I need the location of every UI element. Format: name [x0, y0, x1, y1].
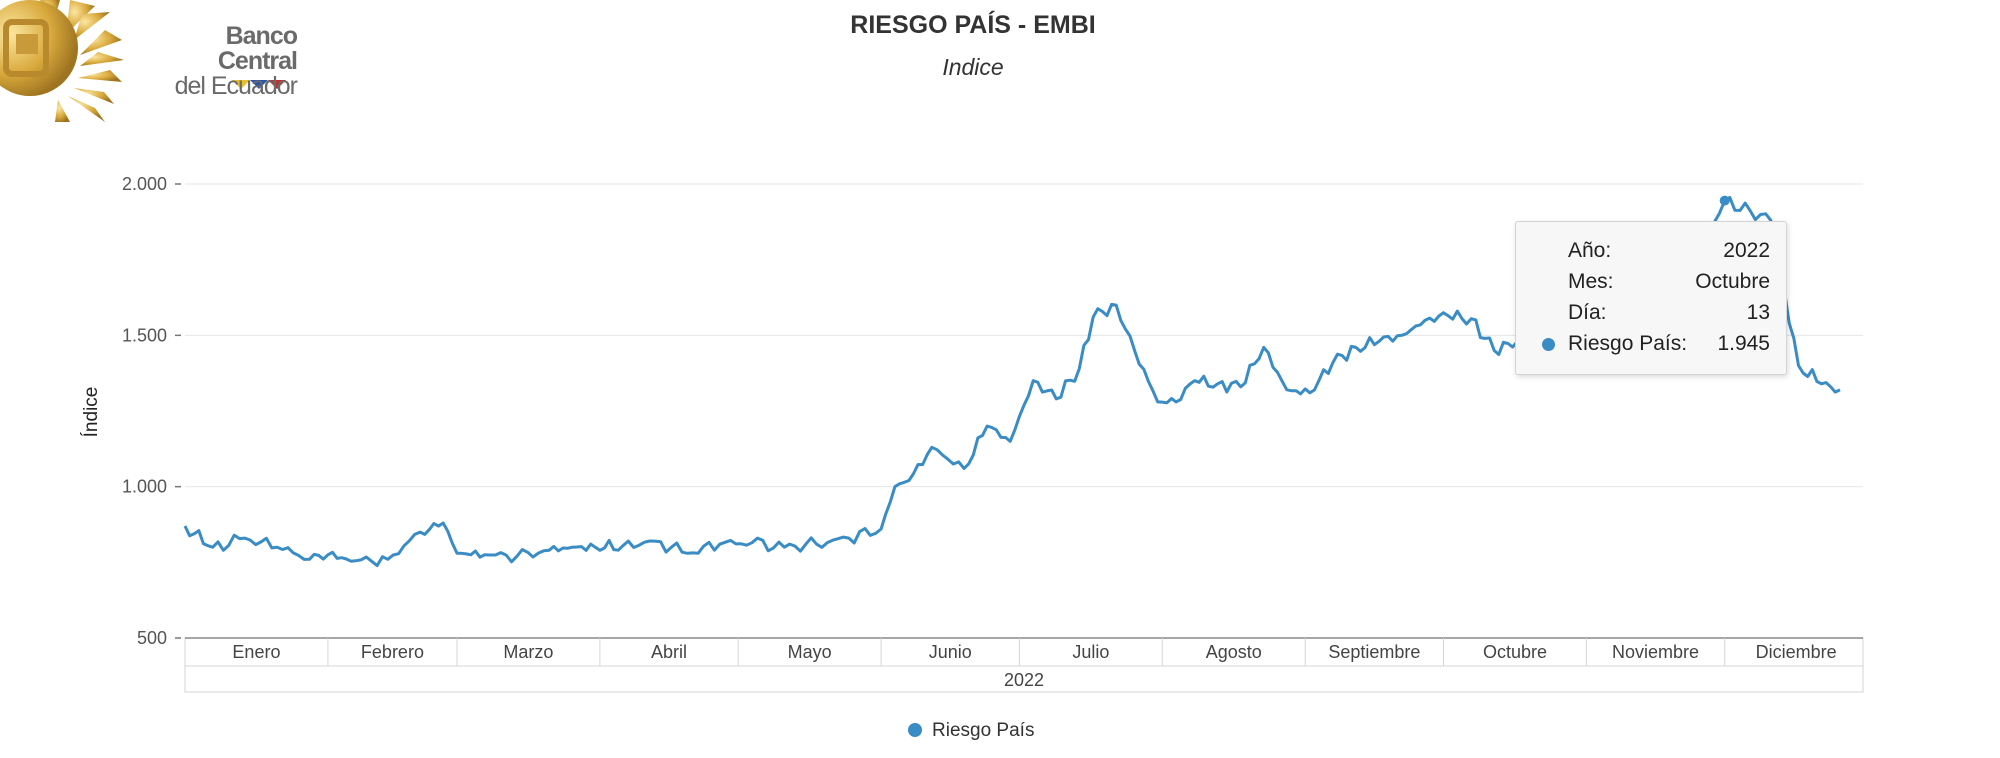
- y-tick-label: 2.000: [122, 174, 167, 194]
- tooltip-value: 2022: [1723, 239, 1770, 262]
- tooltip-label: Año:: [1568, 239, 1612, 262]
- chart-title: RIESGO PAÍS - EMBI: [850, 11, 1096, 39]
- month-label: Agosto: [1206, 642, 1262, 662]
- tooltip-row: Riesgo País: 1.945: [1542, 329, 1770, 359]
- chart-subtitle: Indice: [942, 54, 1004, 80]
- month-label: Septiembre: [1328, 642, 1420, 662]
- tooltip-value: 13: [1746, 301, 1770, 324]
- tooltip-label: Riesgo País:: [1568, 332, 1688, 355]
- tooltip-value: 1.945: [1717, 332, 1770, 355]
- data-tooltip: Año: 2022 Mes: Octubre Día: 13 Riesgo País: 1.9…: [1515, 221, 1787, 375]
- banco-central-logo: Banco Central del Ecuador: [0, 0, 300, 122]
- tooltip-row: Año: 2022: [1568, 236, 1770, 266]
- month-label: Junio: [929, 642, 972, 662]
- y-axis: 500 1.000 1.500 2.000: [122, 174, 181, 648]
- month-label: Octubre: [1483, 642, 1547, 662]
- y-axis-title: Índice: [81, 387, 102, 438]
- month-label: Marzo: [503, 642, 553, 662]
- logo-line-1: Banco Central: [217, 22, 298, 75]
- tooltip-row: Mes: Octubre: [1568, 267, 1770, 297]
- tooltip-series-marker: [1542, 338, 1555, 351]
- tooltip-row: Día: 13: [1568, 298, 1770, 328]
- month-label: Diciembre: [1756, 642, 1837, 662]
- x-axis: Enero Febrero Marzo Abril Mayo Junio Julio Agos…: [184, 637, 1864, 693]
- hover-point[interactable]: [1719, 195, 1730, 206]
- legend-marker: [908, 723, 922, 737]
- month-label: Abril: [651, 642, 687, 662]
- month-label: Julio: [1072, 642, 1109, 662]
- logo-line-2: del Ecuador: [174, 72, 298, 100]
- month-label: Enero: [232, 642, 280, 662]
- year-label: 2022: [1004, 670, 1044, 690]
- month-label: Mayo: [788, 642, 832, 662]
- sun-emblem-icon: [0, 0, 286, 122]
- month-label: Febrero: [361, 642, 424, 662]
- tooltip-label: Día:: [1568, 301, 1607, 324]
- tooltip-label: Mes:: [1568, 270, 1614, 293]
- y-tick-label: 500: [137, 628, 167, 648]
- y-tick-label: 1.000: [122, 477, 167, 497]
- tooltip-value: Octubre: [1695, 270, 1770, 293]
- legend-label: Riesgo País: [932, 720, 1035, 741]
- logo-text: Banco Central del Ecuador: [147, 22, 298, 100]
- y-tick-label: 1.500: [122, 325, 167, 345]
- month-label: Noviembre: [1612, 642, 1699, 662]
- legend[interactable]: Riesgo País: [908, 718, 1034, 744]
